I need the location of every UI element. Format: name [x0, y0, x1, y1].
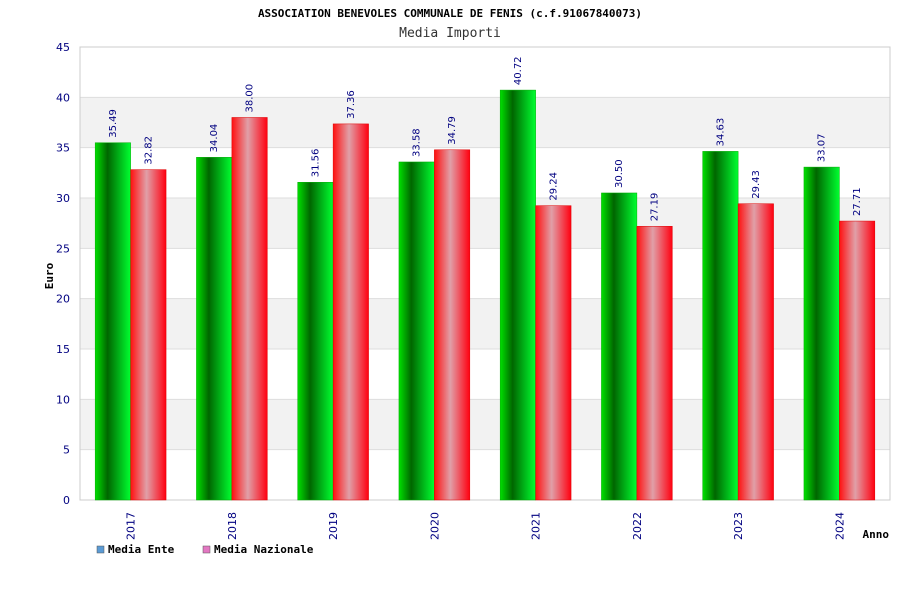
plot-frame — [79, 46, 891, 501]
bar-media-ente-2020 — [398, 161, 435, 501]
y-tick-label: 15 — [56, 343, 70, 356]
x-axis-label: Anno — [863, 528, 890, 541]
value-label: 38.00 — [245, 84, 256, 113]
value-label: 29.24 — [548, 172, 559, 201]
value-label: 34.04 — [209, 124, 220, 153]
value-label: 30.50 — [614, 159, 625, 188]
bar-media-ente-2022 — [601, 192, 638, 501]
bar-media-nazionale-2023 — [737, 203, 774, 501]
y-tick-label: 0 — [63, 494, 70, 507]
legend-label: Media Nazionale — [214, 543, 314, 556]
bar-media-ente-2017 — [94, 142, 131, 501]
bar-media-nazionale-2017 — [130, 169, 167, 501]
value-label: 37.36 — [346, 90, 357, 119]
bar-media-ente-2018 — [196, 157, 233, 501]
bar-media-nazionale-2018 — [231, 117, 268, 501]
value-label: 35.49 — [108, 109, 119, 138]
bar-media-ente-2021 — [499, 89, 536, 501]
legend: Media Ente Media Nazionale — [96, 543, 314, 556]
bar-media-nazionale-2019 — [332, 123, 369, 501]
value-label: 27.19 — [650, 193, 661, 222]
y-tick-label: 40 — [56, 91, 70, 104]
value-label: 34.79 — [447, 116, 458, 145]
x-tick-label: 2023 — [732, 512, 745, 540]
bar-media-nazionale-2021 — [535, 205, 572, 501]
value-label: 29.43 — [751, 170, 762, 199]
value-label: 32.82 — [143, 136, 154, 165]
y-tick-label: 30 — [56, 192, 70, 205]
x-tick-label: 2020 — [428, 512, 441, 540]
value-label: 33.58 — [412, 128, 423, 157]
x-tick-label: 2021 — [530, 512, 543, 540]
bars — [94, 89, 876, 501]
value-label: 31.56 — [310, 149, 321, 178]
x-tick-label: 2022 — [631, 512, 644, 540]
y-tick-label: 5 — [63, 444, 70, 457]
y-axis-label: Euro — [43, 262, 56, 289]
bar-media-nazionale-2020 — [434, 149, 471, 501]
y-tick-label: 10 — [56, 393, 70, 406]
value-label: 27.71 — [852, 187, 863, 216]
bar-media-nazionale-2024 — [839, 220, 876, 501]
bar-media-ente-2023 — [702, 151, 739, 501]
y-axis-ticks: 0 5 10 15 20 25 30 35 40 45 — [56, 41, 70, 507]
x-tick-label: 2017 — [125, 512, 138, 540]
value-label: 34.63 — [715, 118, 726, 147]
x-tick-label: 2018 — [226, 512, 239, 540]
legend-label: Media Ente — [108, 543, 175, 556]
bar-media-ente-2024 — [803, 166, 840, 501]
bar-media-nazionale-2022 — [636, 226, 673, 501]
y-tick-label: 35 — [56, 142, 70, 155]
legend-swatch — [96, 545, 105, 554]
grid-band — [80, 97, 890, 148]
value-label: 40.72 — [513, 56, 524, 85]
x-tick-label: 2024 — [833, 512, 846, 540]
legend-swatch — [202, 545, 211, 554]
y-tick-label: 25 — [56, 242, 70, 255]
chart-title: ASSOCIATION BENEVOLES COMMUNALE DE FENIS… — [258, 7, 642, 20]
chart-subtitle: Media Importi — [399, 26, 501, 41]
x-axis-ticks: 2017 2018 2019 2020 2021 2022 2023 2024 — [125, 512, 847, 540]
value-labels: 35.49 32.82 34.04 38.00 31.56 37.36 33.58 34.79… — [108, 56, 863, 221]
value-label: 33.07 — [817, 133, 828, 162]
y-tick-label: 45 — [56, 41, 70, 54]
y-tick-label: 20 — [56, 293, 70, 306]
x-tick-label: 2019 — [327, 512, 340, 540]
bar-media-ente-2019 — [297, 182, 334, 501]
